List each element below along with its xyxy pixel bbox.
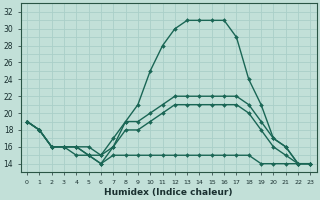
X-axis label: Humidex (Indice chaleur): Humidex (Indice chaleur)	[104, 188, 233, 197]
